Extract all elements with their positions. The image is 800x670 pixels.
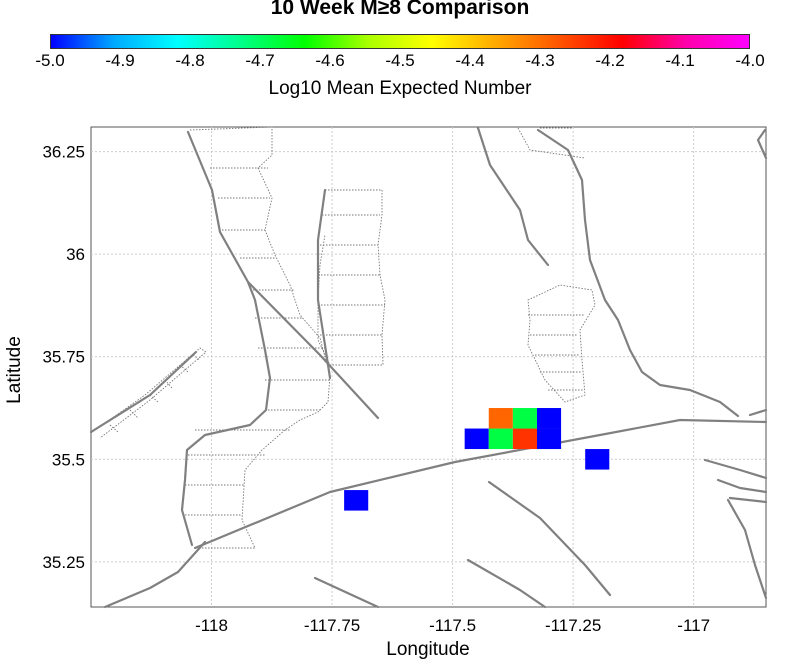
colorbar-tick-label: -4.0 xyxy=(735,51,765,70)
fault-east-1 xyxy=(703,458,768,480)
y-tick-label: 36.25 xyxy=(42,143,85,162)
y-tick-label: 35.5 xyxy=(52,450,85,469)
forecast-cells xyxy=(344,408,610,511)
forecast-cell xyxy=(536,408,562,429)
fault-zone-center-outline xyxy=(317,189,386,366)
x-tick-label: -118 xyxy=(195,616,228,635)
fault-south-2 xyxy=(466,558,547,609)
y-axis-label: Latitude xyxy=(4,336,25,404)
y-tick-label: 35.75 xyxy=(42,348,85,367)
colorbar-tick-label: -4.8 xyxy=(175,51,205,70)
faults-solid xyxy=(89,126,768,609)
fault-north-1 xyxy=(476,126,550,267)
x-axis-label: Longitude xyxy=(386,639,469,660)
y-tick-label: 35.25 xyxy=(42,553,85,572)
fault-ne xyxy=(756,128,768,160)
colorbar-tick-label: -4.9 xyxy=(105,51,135,70)
fault-east-4 xyxy=(726,498,768,600)
x-tick-label: -117.5 xyxy=(429,616,476,635)
fault-east-3 xyxy=(728,496,768,504)
colorbar-tick-label: -4.3 xyxy=(525,51,555,70)
fault-zones-dotted xyxy=(90,126,596,549)
fault-south-1 xyxy=(487,480,612,597)
fault-zone-east-outline xyxy=(527,284,596,403)
map-title: 10 Week M≥8 Comparison xyxy=(270,0,530,19)
fault-diagonal xyxy=(246,280,380,420)
fault-sw xyxy=(89,350,198,434)
fault-zone-west-outline xyxy=(189,126,331,549)
colorbar-tick-label: -4.2 xyxy=(595,51,625,70)
forecast-cell xyxy=(488,428,513,450)
fault-stub xyxy=(748,408,768,417)
fault-zone-north-dotted xyxy=(517,127,586,159)
fault-zone-east-ticks xyxy=(528,314,585,391)
forecast-cell xyxy=(585,449,610,470)
colorbar-tick-label: -4.6 xyxy=(315,51,345,70)
x-tick-label: -117.25 xyxy=(545,616,601,635)
colorbar-tick-label: -4.5 xyxy=(385,51,415,70)
fault-center xyxy=(316,188,332,380)
fault-south-3 xyxy=(313,576,380,609)
colorbar-label: Log10 Mean Expected Number xyxy=(268,78,532,99)
forecast-cell xyxy=(512,408,537,429)
x-tick-label: -117 xyxy=(677,616,710,635)
fault-north-2 xyxy=(536,128,740,418)
y-tick-label: 36 xyxy=(66,245,85,264)
forecast-cell xyxy=(536,428,562,450)
colorbar-tick-label: -4.4 xyxy=(455,51,485,70)
colorbar-tick-label: -4.1 xyxy=(665,51,695,70)
fault-west xyxy=(180,130,272,547)
colorbar xyxy=(50,34,750,49)
forecast-cell xyxy=(488,408,513,429)
forecast-cell xyxy=(512,428,537,450)
forecast-cell xyxy=(464,428,489,450)
x-tick-labels: -118 -117.75 -117.5 -117.25 -117 xyxy=(195,616,710,635)
forecast-cell xyxy=(344,490,369,511)
y-tick-labels: 35.25 35.5 35.75 36 36.25 xyxy=(42,143,85,572)
colorbar-tick-label: -5.0 xyxy=(35,51,65,70)
colorbar-tick-label: -4.7 xyxy=(245,51,275,70)
plot-frame xyxy=(90,126,767,608)
fault-zone-sw-outline xyxy=(90,347,207,439)
fault-south-4 xyxy=(103,540,207,609)
x-tick-label: -117.75 xyxy=(304,616,360,635)
fault-east-2 xyxy=(716,478,768,494)
fault-zone-center-ticks xyxy=(318,214,385,336)
fault-zone-west-ticks xyxy=(185,167,330,516)
